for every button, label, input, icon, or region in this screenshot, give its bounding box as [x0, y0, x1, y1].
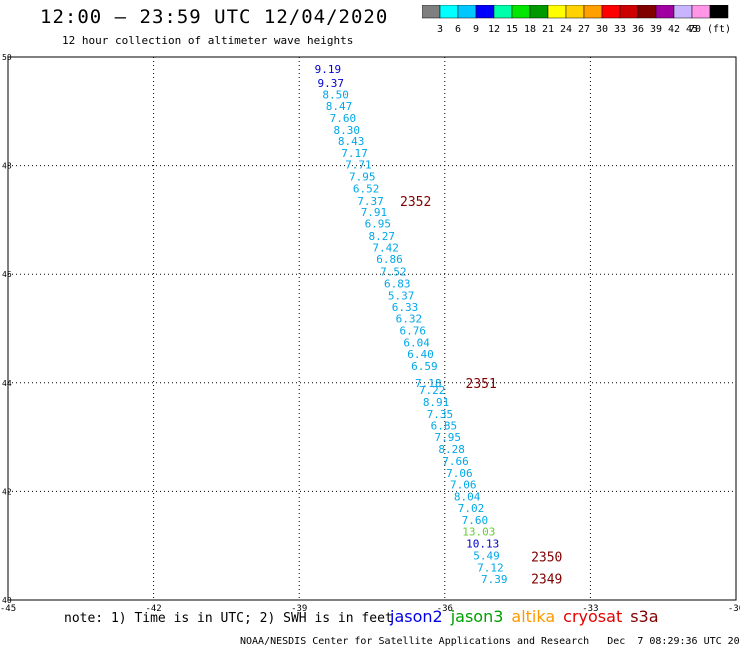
legend-note: note: 1) Time is in UTC; 2) SWH is in fe… — [64, 611, 393, 626]
colorbar-swatch — [709, 5, 729, 19]
pass-annotation: 2352 — [400, 195, 431, 210]
wave-height-label: 13.03 — [462, 526, 495, 539]
satellite-legend-item: s3a — [630, 607, 659, 626]
colorbar-label: 30 — [596, 24, 608, 35]
y-tick-label: 40 — [2, 596, 12, 605]
wave-height-label: 6.40 — [407, 348, 434, 361]
y-tick-label: 50 — [2, 53, 12, 62]
wave-height-label: 6.33 — [392, 301, 419, 314]
wave-height-label: 6.76 — [400, 325, 427, 338]
wave-height-label: 6.04 — [403, 337, 430, 350]
wave-height-label: 6.32 — [396, 313, 423, 326]
wave-height-label: 7.02 — [458, 502, 485, 515]
x-tick-label: -42 — [145, 604, 161, 614]
wave-height-label: 7.12 — [477, 561, 504, 574]
colorbar-label: 70 (ft) — [689, 24, 731, 35]
wave-height-label: 6.86 — [376, 253, 403, 266]
wave-height-label: 8.91 — [423, 396, 450, 409]
wave-height-label: 5.49 — [473, 549, 500, 562]
colorbar-label: 18 — [524, 24, 536, 35]
wave-height-label: 7.95 — [349, 170, 376, 183]
y-tick-label: 48 — [2, 162, 12, 171]
chart-title: 12:00 – 23:59 UTC 12/04/2020 — [40, 6, 389, 28]
wave-height-label: 5.37 — [388, 289, 415, 302]
y-tick-label: 42 — [2, 487, 12, 496]
wave-height-label: 7.39 — [481, 573, 508, 586]
chart-subtitle: 12 hour collection of altimeter wave hei… — [62, 34, 354, 47]
satellite-legend-item: altika — [511, 607, 556, 626]
colorbar-label: 39 — [650, 24, 662, 35]
wave-height-label: 7.18 — [415, 377, 442, 390]
x-tick-label: -39 — [291, 604, 307, 614]
satellite-legend: jason2 jason3 altika cryosat s3a — [390, 607, 667, 626]
x-tick-label: -45 — [0, 604, 16, 614]
wave-height-label: 7.66 — [442, 455, 469, 468]
wave-height-label: 7.35 — [427, 408, 454, 421]
pass-annotation: 2349 — [531, 572, 562, 587]
wave-height-label: 7.22 — [419, 384, 446, 397]
wave-height-label: 6.95 — [365, 218, 392, 231]
wave-height-label: 8.50 — [322, 88, 349, 101]
colorbar-label: 12 — [488, 24, 500, 35]
satellite-legend-item: cryosat — [563, 607, 623, 626]
colorbar-label: 36 — [632, 24, 644, 35]
wave-height-label: 7.95 — [434, 431, 461, 444]
wave-height-label: 6.83 — [384, 277, 411, 290]
plot-frame — [7, 56, 737, 601]
wave-height-label: 6.59 — [411, 360, 438, 373]
colorbar-label: 42 — [668, 24, 680, 35]
wave-height-label: 6.85 — [431, 420, 458, 433]
colorbar-label: 27 — [578, 24, 590, 35]
x-tick-label: -30 — [728, 604, 740, 614]
colorbar-label: 9 — [473, 24, 479, 35]
credit-line: NOAA/NESDIS Center for Satellite Applica… — [240, 636, 740, 647]
wave-height-label: 8.47 — [326, 100, 353, 113]
colorbar-label: 24 — [560, 24, 572, 35]
wave-height-label: 8.04 — [454, 490, 481, 503]
wave-height-label: 6.52 — [353, 182, 380, 195]
wave-height-label: 10.13 — [466, 538, 499, 551]
colorbar-label: 33 — [614, 24, 626, 35]
wave-height-label: 8.30 — [334, 124, 361, 137]
wave-height-label: 9.37 — [317, 77, 344, 90]
pass-annotation: 2350 — [531, 551, 562, 566]
colorbar-label: 21 — [542, 24, 554, 35]
colorbar-label: 45 — [686, 24, 698, 35]
wave-height-label: 7.52 — [380, 265, 407, 278]
x-tick-label: -33 — [582, 604, 598, 614]
wave-height-label: 7.91 — [361, 206, 388, 219]
wave-height-label: 7.37 — [357, 195, 384, 208]
wave-height-label: 7.06 — [446, 467, 473, 480]
wave-height-label: 7.06 — [450, 478, 477, 491]
colorbar-label: 3 — [437, 24, 443, 35]
wave-height-label: 7.42 — [372, 242, 399, 255]
y-tick-label: 46 — [2, 270, 12, 279]
wave-height-label: 7.60 — [330, 112, 357, 125]
wave-height-label: 9.19 — [315, 63, 342, 76]
wave-height-label: 7.71 — [345, 159, 372, 172]
wave-height-label: 7.60 — [462, 514, 489, 527]
colorbar-label: 15 — [506, 24, 518, 35]
pass-annotation: 2351 — [466, 377, 497, 392]
satellite-legend-item: jason3 — [450, 607, 504, 626]
wave-height-label: 8.43 — [338, 135, 365, 148]
x-tick-label: -36 — [437, 604, 453, 614]
wave-height-label: 8.27 — [368, 230, 395, 243]
colorbar-label: 6 — [455, 24, 461, 35]
satellite-legend-item: jason2 — [390, 607, 443, 626]
wave-height-label: 8.28 — [438, 443, 465, 456]
wave-height-label: 7.17 — [341, 147, 368, 160]
y-tick-label: 44 — [2, 379, 12, 388]
